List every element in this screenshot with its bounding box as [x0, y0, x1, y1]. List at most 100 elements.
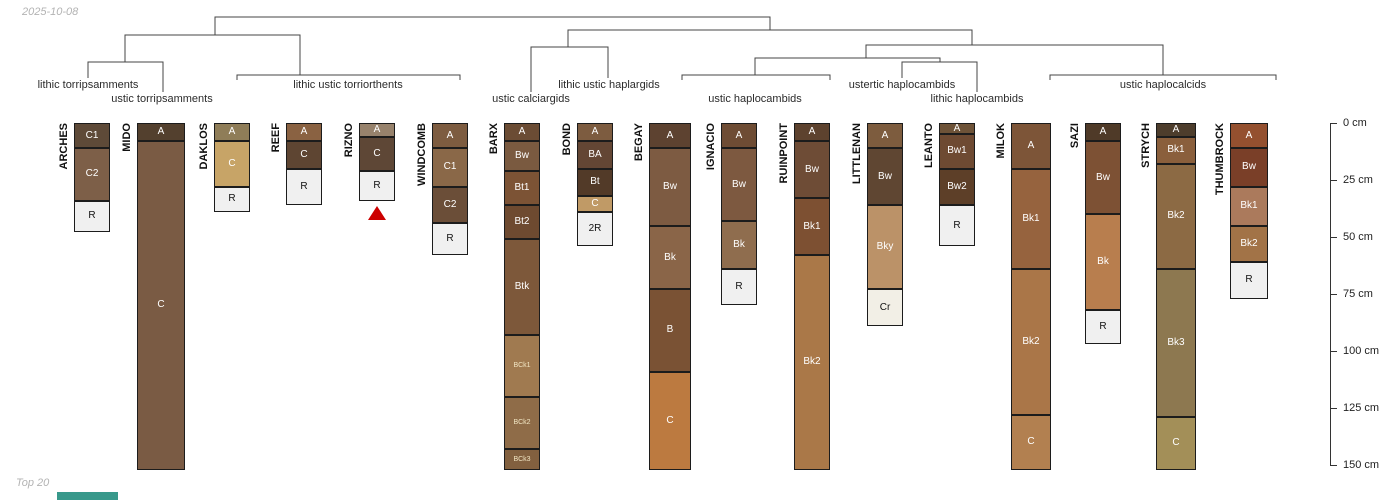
- horizon-littlenan-Bky: Bky: [867, 205, 903, 290]
- profile-name-windcomb: WINDCOMB: [416, 123, 428, 186]
- horizon-begay-B: B: [649, 289, 691, 372]
- horizon-begay-Bw: Bw: [649, 148, 691, 226]
- profile-name-littlenan: LITTLENAN: [851, 123, 863, 185]
- horizon-thumbrock-Bw: Bw: [1230, 148, 1268, 187]
- depth-axis-tick: [1330, 408, 1337, 409]
- group-label-lithic-torripsamments: lithic torripsamments: [37, 79, 139, 91]
- depth-axis-tick: [1330, 180, 1337, 181]
- dendrogram-branch: [754, 57, 941, 75]
- date-label: 2025-10-08: [22, 6, 79, 18]
- horizon-rizno-R: R: [359, 170, 395, 201]
- horizon-leanto-A: A: [939, 123, 975, 135]
- horizon-thumbrock-A: A: [1230, 123, 1268, 149]
- horizon-littlenan-Bw: Bw: [867, 148, 903, 206]
- horizon-bond-Bt: Bt: [577, 168, 613, 196]
- profile-name-strych: STRYCH: [1140, 123, 1152, 168]
- horizon-littlenan-Cr: Cr: [867, 289, 903, 326]
- horizon-ruinpoint-A: A: [794, 123, 830, 142]
- horizon-barx-BCk3: BCk3: [504, 449, 540, 470]
- group-label-ustic-torripsamments: ustic torripsamments: [111, 93, 213, 105]
- horizon-littlenan-A: A: [867, 123, 903, 149]
- horizon-leanto-R: R: [939, 205, 975, 247]
- horizon-windcomb-C2: C2: [432, 186, 468, 224]
- horizon-thumbrock-Bk2: Bk2: [1230, 225, 1268, 263]
- horizon-windcomb-R: R: [432, 223, 468, 256]
- horizon-windcomb-A: A: [432, 123, 468, 149]
- horizon-arches-R: R: [74, 200, 110, 233]
- group-label-ustic-calciargids: ustic calciargids: [492, 93, 570, 105]
- horizon-strych-Bk2: Bk2: [1156, 164, 1196, 269]
- horizon-mido-C: C: [137, 141, 185, 470]
- depth-axis-tick-label: 100 cm: [1343, 345, 1380, 357]
- horizon-sazi-A: A: [1085, 123, 1121, 142]
- group-label-lithic-ustic-torriorthents: lithic ustic torriorthents: [293, 79, 403, 91]
- horizon-rizno-C: C: [359, 136, 395, 171]
- depth-axis-tick: [1330, 465, 1337, 466]
- horizon-begay-A: A: [649, 123, 691, 149]
- bottom-color-strip: [57, 492, 118, 500]
- depth-axis-tick: [1330, 237, 1337, 238]
- depth-axis-tick-label: 125 cm: [1343, 402, 1380, 414]
- depth-axis-tick: [1330, 351, 1337, 352]
- profile-name-sazi: SAZI: [1069, 123, 1081, 149]
- horizon-milok-A: A: [1011, 123, 1051, 169]
- group-label-lithic-ustic-haplargids: lithic ustic haplargids: [558, 79, 660, 91]
- profile-name-ignacio: IGNACIO: [705, 123, 717, 171]
- depth-axis-tick-label: 25 cm: [1343, 174, 1373, 186]
- horizon-sazi-Bw: Bw: [1085, 141, 1121, 215]
- profile-name-reef: REEF: [270, 123, 282, 153]
- profile-name-arches: ARCHES: [58, 123, 70, 170]
- horizon-reef-R: R: [286, 168, 322, 206]
- dendrogram: [87, 16, 1277, 92]
- horizon-strych-Bk1: Bk1: [1156, 136, 1196, 165]
- horizon-bond-A: A: [577, 123, 613, 142]
- horizon-ruinpoint-Bw: Bw: [794, 141, 830, 199]
- depth-axis-tick-label: 50 cm: [1343, 231, 1373, 243]
- horizon-milok-C: C: [1011, 414, 1051, 470]
- horizon-daklos-A: A: [214, 123, 250, 142]
- horizon-barx-Bt2: Bt2: [504, 205, 540, 240]
- horizon-daklos-R: R: [214, 186, 250, 212]
- horizon-reef-A: A: [286, 123, 322, 142]
- horizon-begay-Bk: Bk: [649, 225, 691, 290]
- depth-axis-tick-label: 75 cm: [1343, 288, 1373, 300]
- profile-name-rizno: RIZNO: [343, 123, 355, 158]
- horizon-arches-C1: C1: [74, 123, 110, 149]
- group-label-ustic-haplocalcids: ustic haplocalcids: [1119, 79, 1207, 91]
- horizon-milok-Bk2: Bk2: [1011, 268, 1051, 415]
- horizon-ignacio-Bk: Bk: [721, 221, 757, 269]
- dendrogram-branch: [865, 44, 1164, 75]
- horizon-barx-Bt1: Bt1: [504, 170, 540, 206]
- horizon-ignacio-A: A: [721, 123, 757, 149]
- dendrogram-branch: [681, 74, 831, 80]
- dendrogram-branch: [901, 61, 978, 92]
- horizon-barx-A: A: [504, 123, 540, 142]
- horizon-sazi-R: R: [1085, 309, 1121, 345]
- horizon-bond-2R: 2R: [577, 211, 613, 247]
- horizon-begay-C: C: [649, 371, 691, 470]
- dendrogram-branch: [567, 29, 973, 47]
- horizon-strych-C: C: [1156, 417, 1196, 470]
- profile-name-ruinpoint: RUINPOINT: [778, 123, 790, 184]
- horizon-daklos-C: C: [214, 141, 250, 187]
- horizon-leanto-Bw1: Bw1: [939, 134, 975, 169]
- horizon-barx-BCk1: BCk1: [504, 335, 540, 397]
- profile-name-thumbrock: THUMBROCK: [1214, 123, 1226, 196]
- horizon-rizno-A: A: [359, 123, 395, 137]
- profile-name-leanto: LEANTO: [923, 123, 935, 169]
- horizon-thumbrock-Bk1: Bk1: [1230, 186, 1268, 226]
- horizon-bond-C: C: [577, 195, 613, 212]
- profile-name-begay: BEGAY: [633, 123, 645, 162]
- horizon-sazi-Bk: Bk: [1085, 214, 1121, 310]
- horizon-bond-BA: BA: [577, 141, 613, 169]
- horizon-leanto-Bw2: Bw2: [939, 168, 975, 206]
- depth-axis-tick-label: 150 cm: [1343, 459, 1380, 471]
- depth-axis-tick: [1330, 294, 1337, 295]
- footer-label: Top 20: [16, 477, 50, 489]
- profile-name-daklos: DAKLOS: [198, 123, 210, 170]
- horizon-strych-Bk3: Bk3: [1156, 268, 1196, 418]
- dendrogram-branch: [1049, 74, 1277, 80]
- horizon-ruinpoint-Bk2: Bk2: [794, 255, 830, 470]
- profile-name-barx: BARX: [488, 123, 500, 155]
